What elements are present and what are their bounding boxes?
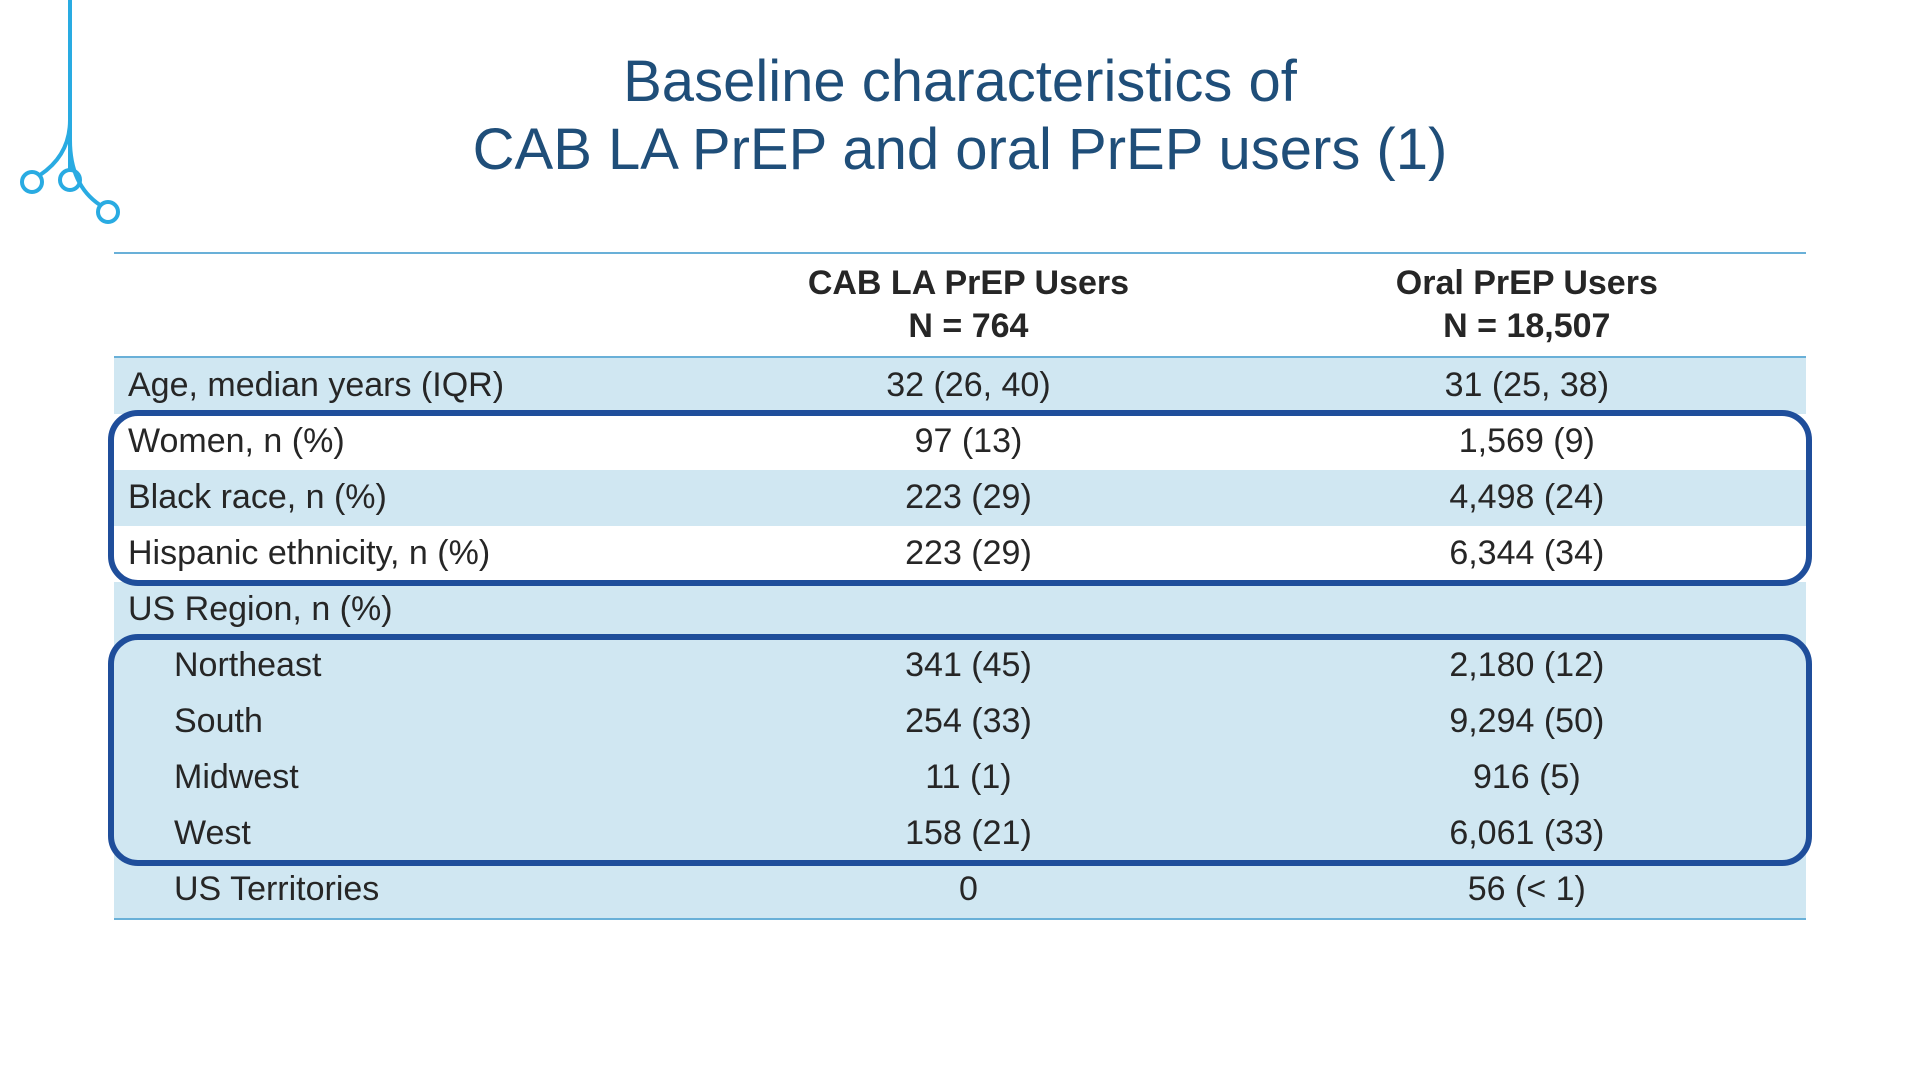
row-label: US Territories (114, 862, 689, 919)
table-row: US Region, n (%) (114, 582, 1806, 638)
row-value-cab: 97 (13) (689, 414, 1247, 470)
row-value-cab: 223 (29) (689, 470, 1247, 526)
table-row: Northeast341 (45)2,180 (12) (114, 638, 1806, 694)
row-value-cab: 158 (21) (689, 806, 1247, 862)
row-label: Northeast (114, 638, 689, 694)
table-row: West158 (21)6,061 (33) (114, 806, 1806, 862)
table-row: Midwest11 (1)916 (5) (114, 750, 1806, 806)
table-row: Age, median years (IQR)32 (26, 40)31 (25… (114, 357, 1806, 414)
title-line-1: Baseline characteristics of (623, 49, 1297, 114)
slide: Baseline characteristics of CAB LA PrEP … (0, 0, 1920, 1080)
table-row: Black race, n (%)223 (29)4,498 (24) (114, 470, 1806, 526)
row-value-cab: 0 (689, 862, 1247, 919)
col-header-stub (114, 253, 689, 357)
table-row: Women, n (%)97 (13)1,569 (9) (114, 414, 1806, 470)
characteristics-table-wrap: CAB LA PrEP Users N = 764 Oral PrEP User… (114, 252, 1806, 920)
row-label: Hispanic ethnicity, n (%) (114, 526, 689, 582)
row-value-cab: 11 (1) (689, 750, 1247, 806)
table-row: Hispanic ethnicity, n (%)223 (29)6,344 (… (114, 526, 1806, 582)
col-header-oral-line2: N = 18,507 (1443, 307, 1610, 345)
row-value-oral: 6,061 (33) (1248, 806, 1806, 862)
row-value-oral (1248, 582, 1806, 638)
table-header-row: CAB LA PrEP Users N = 764 Oral PrEP User… (114, 253, 1806, 357)
table-body: Age, median years (IQR)32 (26, 40)31 (25… (114, 357, 1806, 919)
row-value-oral: 2,180 (12) (1248, 638, 1806, 694)
row-value-cab: 223 (29) (689, 526, 1247, 582)
row-value-oral: 4,498 (24) (1248, 470, 1806, 526)
row-value-cab: 32 (26, 40) (689, 357, 1247, 414)
row-label: Age, median years (IQR) (114, 357, 689, 414)
col-header-oral-line1: Oral PrEP Users (1396, 264, 1658, 302)
row-value-cab: 254 (33) (689, 694, 1247, 750)
row-label: Midwest (114, 750, 689, 806)
row-label: Black race, n (%) (114, 470, 689, 526)
row-label: US Region, n (%) (114, 582, 689, 638)
row-value-oral: 1,569 (9) (1248, 414, 1806, 470)
row-label: Women, n (%) (114, 414, 689, 470)
col-header-cab-line2: N = 764 (908, 307, 1028, 345)
row-value-cab: 341 (45) (689, 638, 1247, 694)
row-value-cab (689, 582, 1247, 638)
row-value-oral: 6,344 (34) (1248, 526, 1806, 582)
col-header-cab-line1: CAB LA PrEP Users (808, 264, 1129, 302)
circuit-icon (10, 0, 130, 260)
row-value-oral: 9,294 (50) (1248, 694, 1806, 750)
row-value-oral: 56 (< 1) (1248, 862, 1806, 919)
col-header-cab: CAB LA PrEP Users N = 764 (689, 253, 1247, 357)
row-label: South (114, 694, 689, 750)
row-value-oral: 916 (5) (1248, 750, 1806, 806)
title-line-2: CAB LA PrEP and oral PrEP users (1) (473, 117, 1448, 182)
characteristics-table: CAB LA PrEP Users N = 764 Oral PrEP User… (114, 252, 1806, 920)
col-header-oral: Oral PrEP Users N = 18,507 (1248, 253, 1806, 357)
table-row: South254 (33)9,294 (50) (114, 694, 1806, 750)
slide-title: Baseline characteristics of CAB LA PrEP … (120, 48, 1800, 185)
table-row: US Territories056 (< 1) (114, 862, 1806, 919)
row-label: West (114, 806, 689, 862)
row-value-oral: 31 (25, 38) (1248, 357, 1806, 414)
